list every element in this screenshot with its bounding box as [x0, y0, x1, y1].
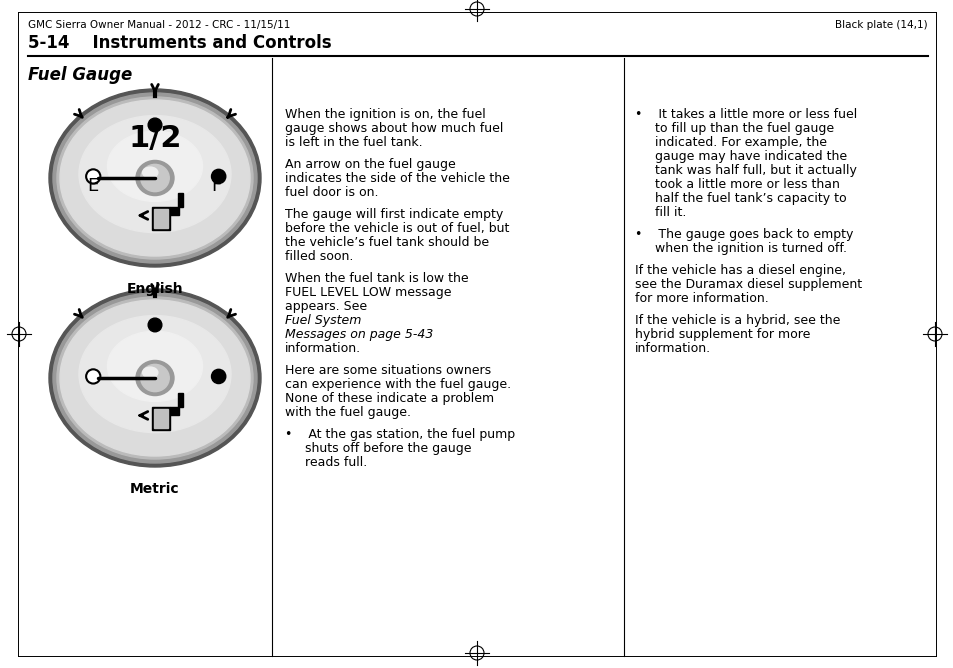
Text: for more information.: for more information. [635, 292, 768, 305]
Bar [170, 207, 179, 215]
Circle shape [212, 369, 226, 383]
Circle shape [86, 169, 100, 184]
Text: hybrid supplement for more: hybrid supplement for more [635, 328, 809, 341]
Text: indicates the side of the vehicle the: indicates the side of the vehicle the [285, 172, 509, 185]
Ellipse shape [79, 116, 231, 232]
Text: the vehicle’s fuel tank should be: the vehicle’s fuel tank should be [285, 236, 489, 249]
Ellipse shape [60, 300, 250, 456]
Text: Fuel System: Fuel System [285, 314, 361, 327]
Text: took a little more or less than: took a little more or less than [635, 178, 839, 191]
Text: is left in the fuel tank.: is left in the fuel tank. [285, 136, 422, 149]
Ellipse shape [143, 367, 157, 378]
Text: appears. See: appears. See [285, 300, 371, 313]
Ellipse shape [49, 89, 261, 267]
Text: If the vehicle is a hybrid, see the: If the vehicle is a hybrid, see the [635, 314, 840, 327]
Ellipse shape [57, 97, 253, 259]
Text: English: English [127, 282, 183, 296]
Text: can experience with the fuel gauge.: can experience with the fuel gauge. [285, 378, 511, 391]
Text: Black plate (14,1): Black plate (14,1) [835, 20, 927, 30]
Ellipse shape [108, 131, 202, 201]
Text: An arrow on the fuel gauge: An arrow on the fuel gauge [285, 158, 456, 171]
Text: reads full.: reads full. [285, 456, 367, 469]
Ellipse shape [53, 293, 256, 463]
Text: E: E [88, 177, 99, 195]
Text: with the fuel gauge.: with the fuel gauge. [285, 406, 411, 419]
Ellipse shape [141, 364, 169, 391]
Text: FUEL LEVEL LOW message: FUEL LEVEL LOW message [285, 286, 451, 299]
Text: gauge may have indicated the: gauge may have indicated the [635, 150, 846, 163]
Circle shape [86, 369, 100, 383]
Text: When the ignition is on, the fuel: When the ignition is on, the fuel [285, 108, 485, 121]
Text: when the ignition is turned off.: when the ignition is turned off. [635, 242, 846, 255]
Bar [152, 207, 170, 230]
Text: Here are some situations owners: Here are some situations owners [285, 364, 491, 377]
Ellipse shape [136, 361, 173, 395]
Text: GMC Sierra Owner Manual - 2012 - CRC - 11/15/11: GMC Sierra Owner Manual - 2012 - CRC - 1… [28, 20, 290, 30]
Text: F: F [212, 177, 222, 195]
Text: before the vehicle is out of fuel, but: before the vehicle is out of fuel, but [285, 222, 509, 235]
Ellipse shape [136, 160, 173, 196]
Ellipse shape [53, 93, 256, 263]
Text: see the Duramax diesel supplement: see the Duramax diesel supplement [635, 278, 862, 291]
Circle shape [148, 118, 162, 132]
Ellipse shape [108, 331, 202, 401]
Ellipse shape [143, 167, 157, 178]
Ellipse shape [60, 100, 250, 256]
Text: •    The gauge goes back to empty: • The gauge goes back to empty [635, 228, 853, 241]
Bar [152, 407, 170, 430]
Text: When the fuel tank is low the: When the fuel tank is low the [285, 272, 468, 285]
Text: If the vehicle has a diesel engine,: If the vehicle has a diesel engine, [635, 264, 845, 277]
Text: •    It takes a little more or less fuel: • It takes a little more or less fuel [635, 108, 857, 121]
Text: fuel door is on.: fuel door is on. [285, 186, 378, 199]
Ellipse shape [79, 315, 231, 433]
Text: half the fuel tank’s capacity to: half the fuel tank’s capacity to [635, 192, 845, 205]
Text: Messages on page 5-43: Messages on page 5-43 [285, 328, 433, 341]
Ellipse shape [141, 164, 169, 192]
Bar [178, 193, 183, 207]
Text: gauge shows about how much fuel: gauge shows about how much fuel [285, 122, 503, 135]
Text: to fill up than the fuel gauge: to fill up than the fuel gauge [635, 122, 833, 135]
Text: tank was half full, but it actually: tank was half full, but it actually [635, 164, 856, 177]
Text: Metric: Metric [130, 482, 179, 496]
Text: indicated. For example, the: indicated. For example, the [635, 136, 826, 149]
Ellipse shape [49, 289, 261, 467]
Bar [153, 209, 168, 228]
Text: •    At the gas station, the fuel pump: • At the gas station, the fuel pump [285, 428, 515, 441]
Text: information.: information. [635, 342, 710, 355]
Text: shuts off before the gauge: shuts off before the gauge [285, 442, 471, 455]
Circle shape [212, 169, 226, 184]
Text: 5-14    Instruments and Controls: 5-14 Instruments and Controls [28, 34, 332, 52]
Ellipse shape [57, 297, 253, 459]
Text: filled soon.: filled soon. [285, 250, 353, 263]
Circle shape [148, 318, 162, 332]
Text: information.: information. [285, 342, 361, 355]
Text: fill it.: fill it. [635, 206, 685, 219]
Bar [178, 393, 183, 407]
Text: The gauge will first indicate empty: The gauge will first indicate empty [285, 208, 503, 221]
Text: 1/2: 1/2 [128, 124, 182, 154]
Bar [153, 409, 168, 428]
Text: Fuel Gauge: Fuel Gauge [28, 66, 132, 84]
Text: None of these indicate a problem: None of these indicate a problem [285, 392, 494, 405]
Bar [170, 407, 179, 415]
